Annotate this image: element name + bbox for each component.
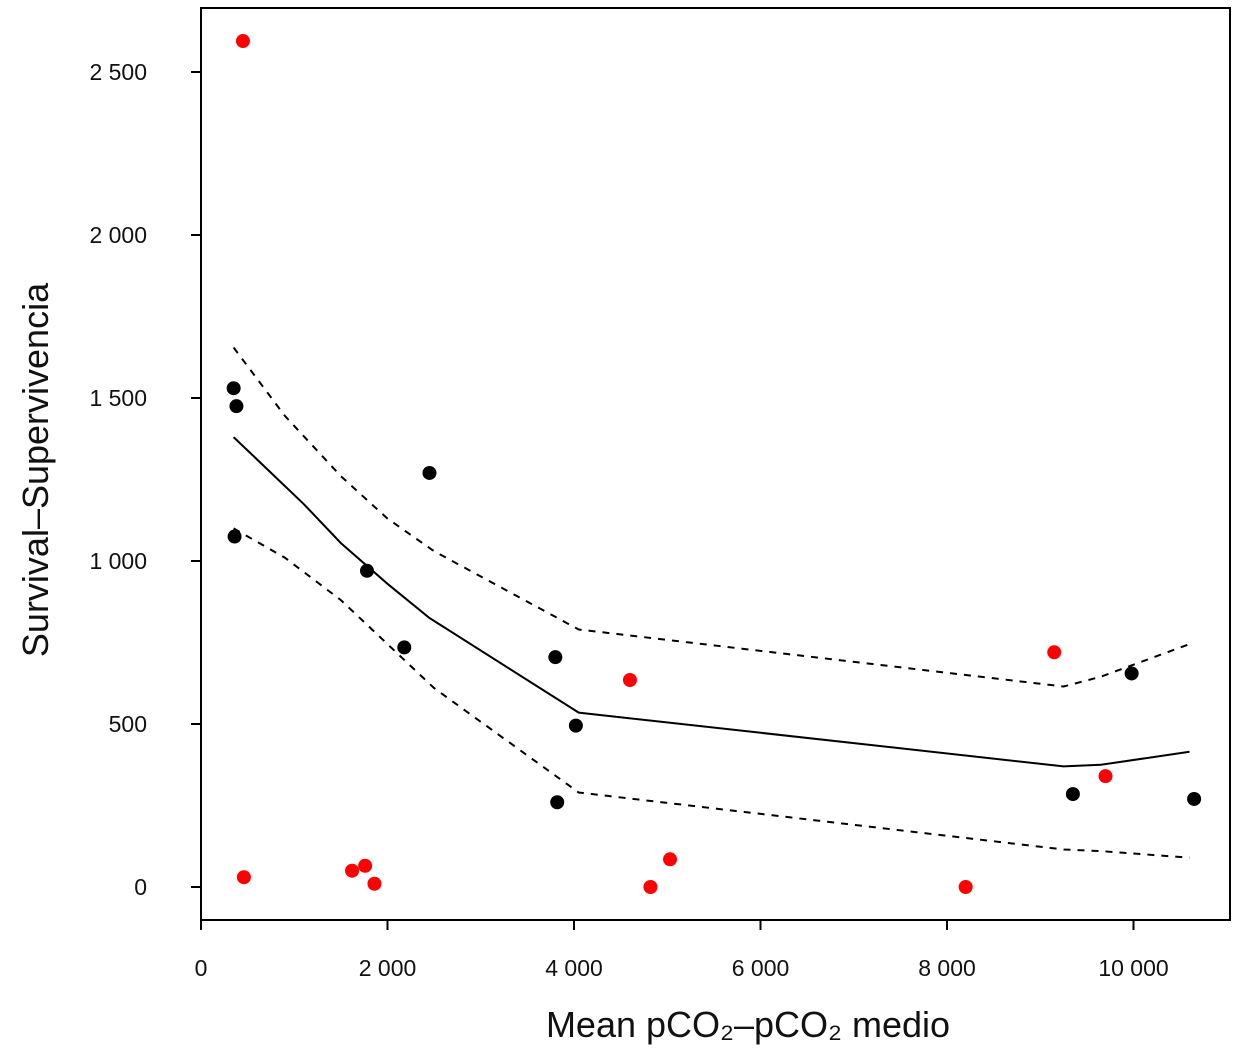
red-data-point (235, 34, 250, 49)
red-data-point (1047, 645, 1062, 660)
fit-lines (232, 346, 1190, 859)
black-data-point (226, 381, 241, 396)
black-data-point (422, 465, 437, 480)
confidence-band-line (233, 527, 1190, 859)
plot-frame (200, 7, 1231, 921)
black-data-point (550, 795, 565, 810)
y-tick-label: 500 (109, 711, 147, 737)
red-data-point (1098, 769, 1113, 784)
black-data-point (1065, 787, 1080, 802)
x-tick-label: 6 000 (732, 955, 790, 981)
y-axis-title: Survival–Supervivencia (15, 282, 56, 657)
x-tick-label: 0 (195, 955, 208, 981)
data-points (226, 34, 1202, 894)
x-tick-label: 4 000 (545, 955, 603, 981)
red-data-point (663, 852, 678, 867)
y-tick-label: 1 000 (89, 548, 147, 574)
black-data-point (1124, 666, 1139, 681)
y-axis: 0 500 1 000 1 500 2 000 2 500 (89, 59, 201, 900)
x-tick-label: 2 000 (359, 955, 417, 981)
red-data-point (345, 863, 360, 878)
x-axis-title: Mean pCO₂–pCO₂ medio (546, 1004, 950, 1045)
y-tick-label: 1 500 (89, 385, 147, 411)
red-data-point (622, 672, 637, 687)
black-data-point (548, 650, 563, 665)
black-data-point (227, 529, 242, 544)
red-data-point (958, 880, 973, 894)
black-data-point (568, 718, 583, 733)
y-tick-label: 2 500 (89, 59, 147, 85)
black-data-point (397, 640, 412, 655)
fit-line (232, 436, 1190, 768)
y-tick-label: 0 (134, 874, 147, 900)
y-tick-label: 2 000 (89, 222, 147, 248)
red-data-point (358, 858, 373, 873)
x-tick-label: 10 000 (1098, 955, 1168, 981)
red-data-point (367, 876, 382, 891)
confidence-band-line (232, 346, 1190, 688)
x-tick-label: 8 000 (918, 955, 976, 981)
black-data-point (1187, 791, 1202, 806)
red-data-point (643, 880, 658, 894)
black-data-point (359, 563, 374, 578)
red-data-point (236, 870, 251, 885)
x-axis: 0 2 000 4 000 6 000 8 000 10 000 (195, 920, 1169, 981)
black-data-point (229, 399, 244, 414)
